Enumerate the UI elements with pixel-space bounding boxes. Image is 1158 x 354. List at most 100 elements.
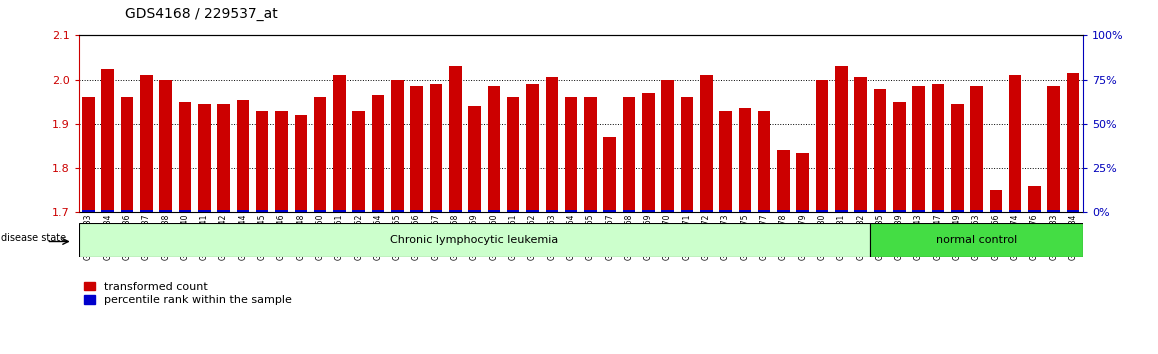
Bar xyxy=(430,210,442,212)
Bar xyxy=(757,210,770,212)
Bar xyxy=(468,210,481,212)
Bar xyxy=(236,99,249,212)
Bar xyxy=(218,210,229,212)
Bar xyxy=(294,115,307,212)
Bar xyxy=(430,84,442,212)
Bar xyxy=(372,95,384,212)
Bar xyxy=(468,106,481,212)
Bar xyxy=(160,210,171,212)
Bar xyxy=(294,210,307,212)
Bar xyxy=(488,86,500,212)
Bar xyxy=(584,97,596,212)
Bar xyxy=(681,210,694,212)
Bar xyxy=(623,210,636,212)
Bar xyxy=(855,78,867,212)
Bar xyxy=(410,86,423,212)
Bar xyxy=(777,150,790,212)
Bar xyxy=(507,210,520,212)
Text: Chronic lymphocytic leukemia: Chronic lymphocytic leukemia xyxy=(390,235,558,245)
Legend: transformed count, percentile rank within the sample: transformed count, percentile rank withi… xyxy=(85,282,292,305)
Bar xyxy=(545,78,558,212)
Bar xyxy=(874,88,886,212)
Bar xyxy=(82,97,95,212)
FancyBboxPatch shape xyxy=(871,223,1083,257)
Bar xyxy=(276,210,287,212)
Bar xyxy=(719,210,732,212)
Bar xyxy=(178,210,191,212)
FancyBboxPatch shape xyxy=(79,223,871,257)
Bar xyxy=(314,97,327,212)
Bar xyxy=(584,210,596,212)
Bar xyxy=(102,210,113,212)
Bar xyxy=(449,67,462,212)
Bar xyxy=(1009,210,1021,212)
Bar xyxy=(314,210,327,212)
Bar xyxy=(1028,210,1041,212)
Bar xyxy=(990,210,1002,212)
Bar xyxy=(932,84,944,212)
Bar xyxy=(893,210,906,212)
Bar xyxy=(507,97,520,212)
Bar xyxy=(1048,210,1060,212)
Bar xyxy=(719,110,732,212)
Bar xyxy=(545,210,558,212)
Text: GDS4168 / 229537_at: GDS4168 / 229537_at xyxy=(125,7,278,21)
Bar xyxy=(198,104,211,212)
Bar xyxy=(681,97,694,212)
Bar xyxy=(1028,186,1041,212)
Bar xyxy=(951,210,963,212)
Bar xyxy=(526,210,538,212)
Bar xyxy=(603,137,616,212)
Bar xyxy=(391,210,404,212)
Bar xyxy=(178,102,191,212)
Bar xyxy=(797,153,809,212)
Bar xyxy=(410,210,423,212)
Bar xyxy=(874,210,886,212)
Bar xyxy=(739,210,752,212)
Bar xyxy=(1009,75,1021,212)
Bar xyxy=(160,80,171,212)
Bar xyxy=(449,210,462,212)
Bar xyxy=(913,210,925,212)
Bar xyxy=(642,93,654,212)
Bar xyxy=(140,75,153,212)
Bar xyxy=(256,210,269,212)
Bar xyxy=(1048,86,1060,212)
Bar xyxy=(140,210,153,212)
Bar xyxy=(391,80,404,212)
Bar xyxy=(198,210,211,212)
Bar xyxy=(1067,210,1079,212)
Bar xyxy=(893,102,906,212)
Bar xyxy=(990,190,1002,212)
Bar xyxy=(757,110,770,212)
Bar xyxy=(1067,73,1079,212)
Bar xyxy=(120,97,133,212)
Bar xyxy=(815,210,828,212)
Bar xyxy=(797,210,809,212)
Text: disease state: disease state xyxy=(1,233,66,243)
Bar xyxy=(913,86,925,212)
Bar xyxy=(82,210,95,212)
Bar xyxy=(642,210,654,212)
Bar xyxy=(565,210,578,212)
Bar xyxy=(276,110,287,212)
Bar xyxy=(739,108,752,212)
Bar xyxy=(699,210,712,212)
Bar xyxy=(835,210,848,212)
Bar xyxy=(334,75,346,212)
Bar xyxy=(488,210,500,212)
Bar xyxy=(236,210,249,212)
Bar xyxy=(970,210,983,212)
Bar xyxy=(661,80,674,212)
Bar xyxy=(699,75,712,212)
Bar xyxy=(526,84,538,212)
Bar xyxy=(603,210,616,212)
Bar xyxy=(623,97,636,212)
Bar xyxy=(661,210,674,212)
Bar xyxy=(951,104,963,212)
Text: normal control: normal control xyxy=(936,235,1017,245)
Bar xyxy=(218,104,229,212)
Bar xyxy=(932,210,944,212)
Bar xyxy=(256,110,269,212)
Bar xyxy=(777,210,790,212)
